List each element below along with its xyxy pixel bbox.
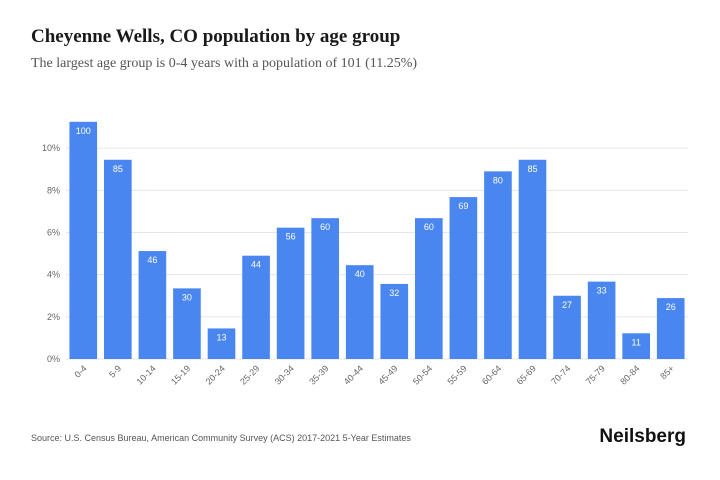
x-tick-label: 45-49 <box>376 363 399 386</box>
x-tick-label: 55-59 <box>445 363 468 386</box>
x-tick-label: 75-79 <box>584 363 607 386</box>
bar-labels: 100 85 46 30 13 44 56 60 40 32 60 69 80 85 27 33 11 26 <box>76 126 676 347</box>
gridlines <box>66 147 688 360</box>
x-tick-label: 60-64 <box>480 363 503 386</box>
x-tick-label: 70-74 <box>549 363 572 386</box>
x-tick-label: 35-39 <box>307 363 330 386</box>
chart-subtitle: The largest age group is 0-4 years with … <box>31 56 418 71</box>
bar-value-label: 13 <box>216 332 226 342</box>
y-tick-label: 8% <box>47 185 60 195</box>
bar <box>311 218 339 359</box>
bar-value-label: 30 <box>182 292 192 302</box>
y-axis-ticks: 0% 2% 4% 6% 8% 10% <box>42 143 60 364</box>
bar-value-label: 56 <box>286 232 296 242</box>
bar <box>207 328 236 359</box>
chart-title: Cheyenne Wells, CO population by age gro… <box>31 26 401 47</box>
bar-value-label: 27 <box>562 300 572 310</box>
bar <box>380 283 409 359</box>
bar-value-label: 46 <box>147 255 157 265</box>
bar <box>449 197 478 359</box>
bar <box>587 281 616 359</box>
x-tick-label: 15-19 <box>169 363 192 386</box>
x-tick-label: 50-54 <box>411 363 434 386</box>
x-tick-label: 85+ <box>658 363 676 381</box>
source-note: Source: U.S. Census Bureau, American Com… <box>31 433 411 443</box>
bar <box>553 295 581 359</box>
bar-value-label: 85 <box>113 164 123 174</box>
bar <box>276 227 305 359</box>
bar-value-label: 32 <box>389 288 399 298</box>
bar <box>415 218 443 359</box>
bar <box>173 288 201 359</box>
x-tick-label: 5-9 <box>107 363 123 379</box>
bar <box>484 171 512 359</box>
bar-value-label: 80 <box>493 175 503 185</box>
x-axis-ticks: 0-4 5-9 10-14 15-19 20-24 25-29 30-34 35-39 40-4… <box>72 363 676 386</box>
bar-value-label: 60 <box>424 222 434 232</box>
brand-logo: Neilsberg <box>599 426 686 447</box>
bar <box>622 333 650 359</box>
x-tick-label: 10-14 <box>134 363 157 386</box>
bar <box>656 298 685 359</box>
x-tick-label: 30-34 <box>273 363 296 386</box>
bar-value-label: 69 <box>458 201 468 211</box>
bar <box>138 251 167 359</box>
y-tick-label: 0% <box>47 354 60 364</box>
bar <box>104 159 132 359</box>
bars <box>69 121 685 359</box>
bar <box>345 265 374 359</box>
bar <box>518 159 547 359</box>
x-tick-label: 80-84 <box>618 363 641 386</box>
bar-value-label: 100 <box>76 126 91 136</box>
bar-value-label: 85 <box>527 164 537 174</box>
bar-value-label: 33 <box>597 286 607 296</box>
x-tick-label: 40-44 <box>342 363 365 386</box>
y-tick-label: 4% <box>47 270 60 280</box>
y-tick-label: 6% <box>47 228 60 238</box>
x-tick-label: 25-29 <box>238 363 261 386</box>
bar <box>242 255 270 359</box>
bar-value-label: 44 <box>251 260 261 270</box>
x-tick-label: 65-69 <box>515 363 538 386</box>
bar-value-label: 40 <box>355 269 365 279</box>
bar-value-label: 26 <box>666 302 676 312</box>
y-tick-label: 2% <box>47 312 60 322</box>
x-tick-label: 20-24 <box>204 363 227 386</box>
bar-value-label: 60 <box>320 222 330 232</box>
x-tick-label: 0-4 <box>72 363 88 379</box>
y-tick-label: 10% <box>42 143 60 153</box>
bar <box>69 121 98 359</box>
bar-value-label: 11 <box>631 337 640 347</box>
